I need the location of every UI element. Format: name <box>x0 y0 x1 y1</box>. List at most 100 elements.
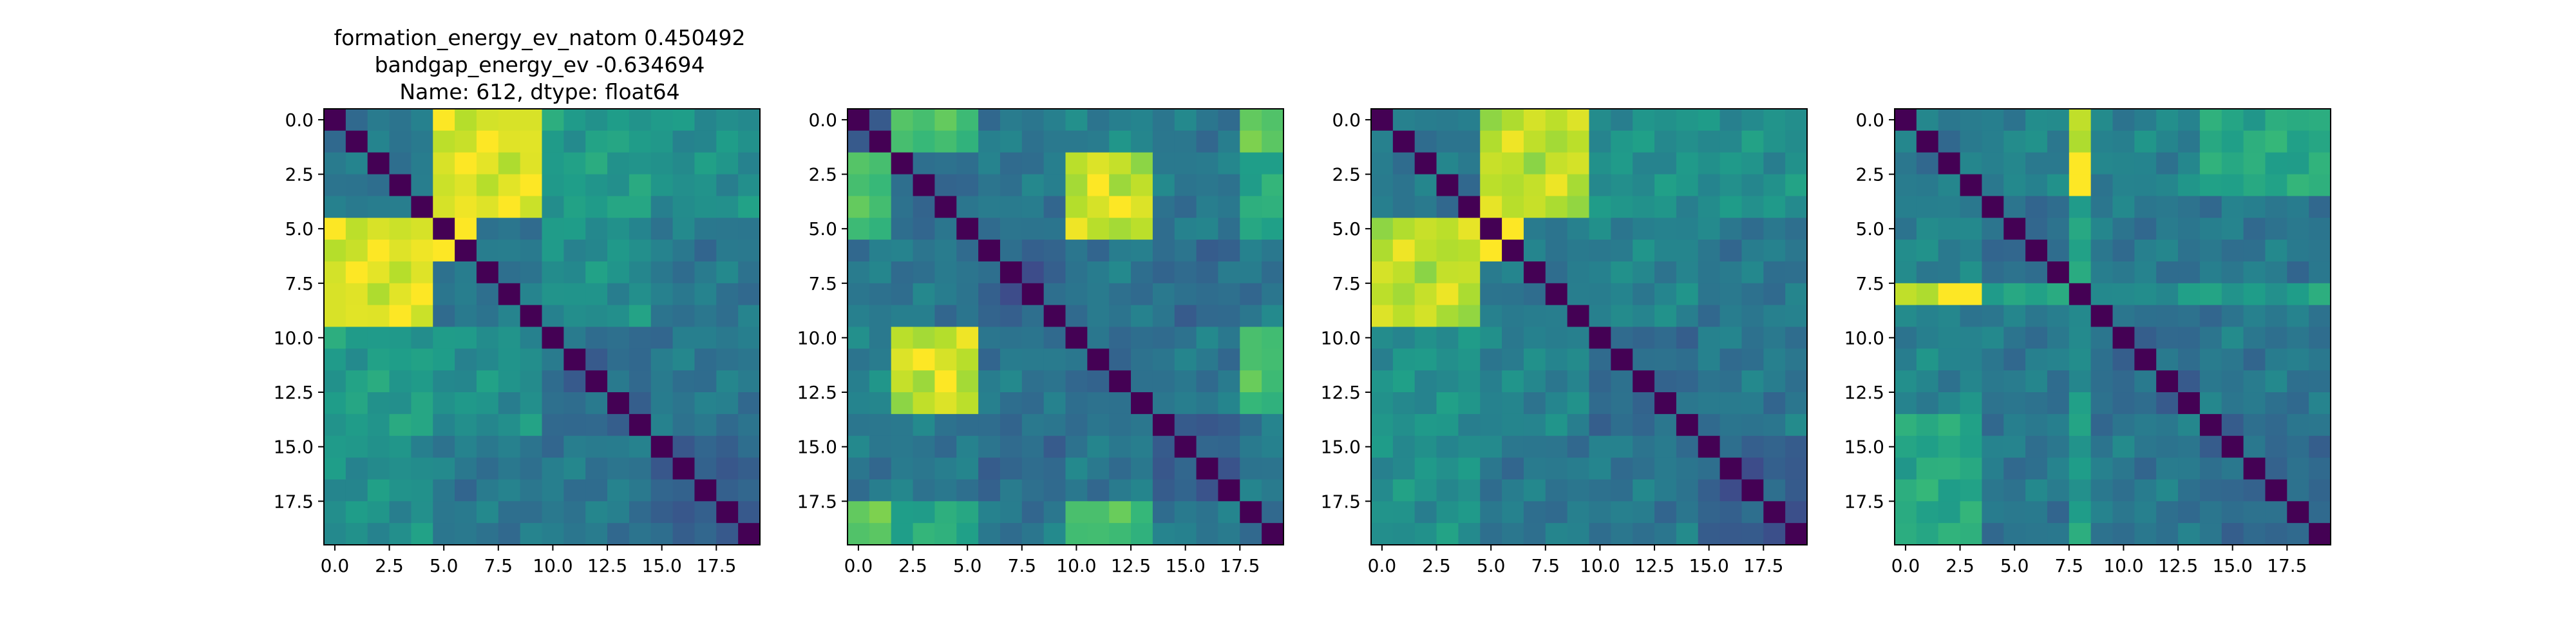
heatmap-cell <box>564 327 586 349</box>
heatmap-cell <box>1087 109 1110 131</box>
heatmap-cell <box>345 152 368 175</box>
heatmap-cell <box>1240 413 1262 437</box>
heatmap-cell <box>1719 435 1743 459</box>
heatmap-cell <box>869 435 892 459</box>
heatmap-cell <box>1916 130 1939 153</box>
heatmap-cell <box>1240 218 1262 240</box>
heatmap-cell <box>2199 327 2222 349</box>
heatmap-cell <box>2265 196 2287 218</box>
heatmap-cell <box>1021 501 1045 524</box>
heatmap-cell <box>2025 283 2048 306</box>
heatmap-cell <box>1392 305 1416 328</box>
heatmap-cell <box>934 370 957 393</box>
heatmap-cell <box>1480 501 1502 524</box>
heatmap-cell <box>1480 152 1502 175</box>
heatmap-cell <box>672 435 696 459</box>
heatmap-cell <box>1763 413 1786 437</box>
heatmap-cell <box>869 523 892 545</box>
heatmap-cell <box>476 196 499 218</box>
heatmap-cell <box>1938 435 1961 459</box>
heatmap-cell <box>1589 501 1611 524</box>
heatmap-cell <box>1545 370 1568 393</box>
heatmap-cell <box>1982 196 2004 218</box>
heatmap-cell <box>1741 457 1764 480</box>
heatmap-cell <box>2243 109 2266 131</box>
heatmap-cell <box>2134 130 2157 153</box>
heatmap-cell <box>1174 218 1197 240</box>
heatmap-cell <box>891 109 914 131</box>
heatmap-cell <box>324 261 346 284</box>
heatmap-cell <box>2178 457 2201 480</box>
heatmap-cell <box>607 413 630 437</box>
heatmap-cell <box>324 174 346 196</box>
y-tick-label: 15.0 <box>1844 437 1884 458</box>
heatmap-cell <box>2134 370 2157 393</box>
heatmap-cell <box>1087 479 1110 502</box>
heatmap-cell <box>607 523 630 545</box>
heatmap-cell <box>999 130 1023 153</box>
heatmap-cell <box>1698 370 1721 393</box>
heatmap-cell <box>978 130 1001 153</box>
heatmap-cell <box>1196 305 1219 328</box>
heatmap-cell <box>978 261 1001 284</box>
heatmap-cell <box>1458 261 1481 284</box>
heatmap-cell <box>2047 392 2070 415</box>
heatmap-cell <box>498 196 521 218</box>
heatmap-cell <box>2069 261 2092 284</box>
heatmap-cell <box>1021 240 1045 262</box>
heatmap-cell <box>934 479 957 502</box>
heatmap-cell <box>891 174 914 196</box>
heatmap-cell <box>1676 152 1699 175</box>
heatmap-cell <box>1065 501 1088 524</box>
heatmap-cell <box>1262 218 1284 240</box>
heatmap-cell <box>1502 501 1524 524</box>
heatmap-cell <box>2309 218 2331 240</box>
heatmap-cell <box>2090 305 2114 328</box>
heatmap-cell <box>564 196 586 218</box>
heatmap-cell <box>1633 109 1655 131</box>
heatmap-cell <box>389 435 412 459</box>
heatmap-cell <box>1502 130 1524 153</box>
heatmap-cell <box>1982 174 2004 196</box>
heatmap-cell <box>1938 218 1961 240</box>
heatmap-cell <box>1436 348 1459 371</box>
heatmap-cell <box>1240 457 1262 480</box>
heatmap-cell <box>564 261 586 284</box>
title-line-1: formation_energy_ev_natom 0.450492 <box>334 25 745 50</box>
heatmap-cell <box>650 435 674 459</box>
heatmap-cell <box>2003 348 2026 371</box>
heatmap-cell <box>324 413 346 437</box>
heatmap-cell <box>1719 240 1743 262</box>
x-tick-label: 15.0 <box>2213 555 2253 576</box>
heatmap-cell <box>585 370 608 393</box>
heatmap-cell <box>2265 413 2287 437</box>
heatmap-cell <box>1480 174 1502 196</box>
heatmap-cell <box>2287 457 2309 480</box>
heatmap-cell <box>1262 413 1284 437</box>
heatmap-cell <box>1152 305 1175 328</box>
heatmap-cell <box>1458 523 1481 545</box>
heatmap-cell <box>1480 523 1502 545</box>
heatmap-cell <box>1152 152 1175 175</box>
heatmap-cell <box>1174 348 1197 371</box>
heatmap-cell <box>585 479 608 502</box>
heatmap-cell <box>607 218 630 240</box>
heatmap-cell <box>1240 435 1262 459</box>
heatmap-cell <box>1174 174 1197 196</box>
heatmap-cell <box>607 109 630 131</box>
heatmap-cell <box>1523 130 1546 153</box>
heatmap-cell <box>411 327 433 349</box>
heatmap-cell <box>1676 196 1699 218</box>
heatmap-cell <box>1567 109 1590 131</box>
heatmap-cell <box>1654 457 1677 480</box>
heatmap-cell <box>999 435 1023 459</box>
heatmap-cell <box>891 348 914 371</box>
heatmap-cell <box>1611 283 1633 306</box>
heatmap-cell <box>1654 109 1677 131</box>
heatmap-cell <box>455 130 477 153</box>
heatmap-cell <box>1152 196 1175 218</box>
heatmap-cell <box>1982 501 2004 524</box>
heatmap-cell <box>1262 457 1284 480</box>
heatmap-cell <box>1916 501 1939 524</box>
heatmap-cell <box>2112 348 2135 371</box>
